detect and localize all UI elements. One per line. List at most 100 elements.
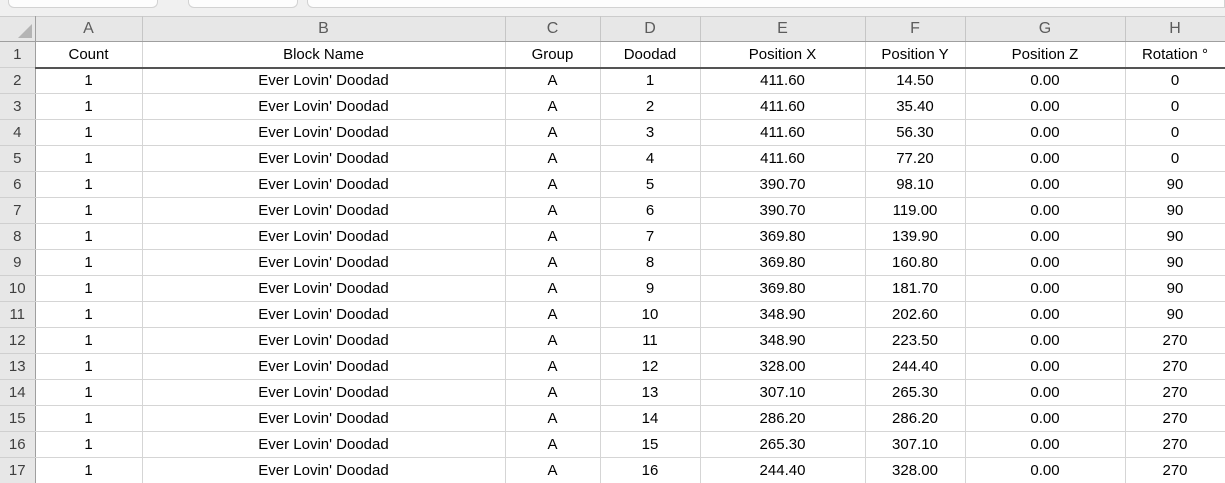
- column-header-e[interactable]: E: [700, 16, 866, 42]
- cell[interactable]: 9: [600, 275, 701, 302]
- cell[interactable]: 0.00: [965, 67, 1126, 94]
- cell-group-header[interactable]: Group: [505, 41, 601, 69]
- cell[interactable]: 369.80: [700, 249, 866, 276]
- cell[interactable]: 0: [1125, 67, 1225, 94]
- cell[interactable]: 15: [600, 431, 701, 458]
- cell[interactable]: 56.30: [865, 119, 966, 146]
- cell[interactable]: 1: [600, 67, 701, 94]
- cell[interactable]: 244.40: [865, 353, 966, 380]
- row-number[interactable]: 17: [0, 457, 36, 483]
- cell[interactable]: 1: [35, 379, 143, 406]
- cell[interactable]: 90: [1125, 275, 1225, 302]
- cell[interactable]: 265.30: [865, 379, 966, 406]
- cell-position-x-header[interactable]: Position X: [700, 41, 866, 69]
- cell[interactable]: 270: [1125, 405, 1225, 432]
- cell[interactable]: 411.60: [700, 119, 866, 146]
- cell[interactable]: Ever Lovin' Doodad: [142, 379, 506, 406]
- row-number[interactable]: 9: [0, 249, 36, 276]
- cell[interactable]: 1: [35, 145, 143, 172]
- cell[interactable]: 0.00: [965, 327, 1126, 354]
- cell[interactable]: Ever Lovin' Doodad: [142, 301, 506, 328]
- cell[interactable]: 119.00: [865, 197, 966, 224]
- cell[interactable]: 16: [600, 457, 701, 483]
- cell[interactable]: 6: [600, 197, 701, 224]
- cell[interactable]: 265.30: [700, 431, 866, 458]
- cell[interactable]: Ever Lovin' Doodad: [142, 119, 506, 146]
- column-header-c[interactable]: C: [505, 16, 601, 42]
- row-number[interactable]: 4: [0, 119, 36, 146]
- cell[interactable]: Ever Lovin' Doodad: [142, 171, 506, 198]
- cell[interactable]: 307.10: [865, 431, 966, 458]
- cell-block-name-header[interactable]: Block Name: [142, 41, 506, 69]
- row-number[interactable]: 14: [0, 379, 36, 406]
- cell[interactable]: 1: [35, 171, 143, 198]
- cell[interactable]: 7: [600, 223, 701, 250]
- cell[interactable]: 1: [35, 223, 143, 250]
- column-header-b[interactable]: B: [142, 16, 506, 42]
- cell-doodad-header[interactable]: Doodad: [600, 41, 701, 69]
- cell[interactable]: A: [505, 275, 601, 302]
- cell[interactable]: 390.70: [700, 171, 866, 198]
- row-number[interactable]: 12: [0, 327, 36, 354]
- cell[interactable]: A: [505, 431, 601, 458]
- row-number[interactable]: 3: [0, 93, 36, 120]
- cell[interactable]: 270: [1125, 379, 1225, 406]
- cell[interactable]: 0.00: [965, 119, 1126, 146]
- cell[interactable]: 270: [1125, 353, 1225, 380]
- column-header-d[interactable]: D: [600, 16, 701, 42]
- cell[interactable]: 0.00: [965, 93, 1126, 120]
- cell[interactable]: 90: [1125, 197, 1225, 224]
- cell[interactable]: A: [505, 145, 601, 172]
- cell[interactable]: 0.00: [965, 431, 1126, 458]
- cell[interactable]: Ever Lovin' Doodad: [142, 93, 506, 120]
- cell[interactable]: 0.00: [965, 223, 1126, 250]
- cell[interactable]: 90: [1125, 301, 1225, 328]
- row-number[interactable]: 5: [0, 145, 36, 172]
- cell[interactable]: 1: [35, 301, 143, 328]
- cell[interactable]: Ever Lovin' Doodad: [142, 145, 506, 172]
- row-number[interactable]: 6: [0, 171, 36, 198]
- cell[interactable]: 139.90: [865, 223, 966, 250]
- column-header-g[interactable]: G: [965, 16, 1126, 42]
- row-number[interactable]: 2: [0, 67, 36, 94]
- cell[interactable]: 0.00: [965, 171, 1126, 198]
- cell[interactable]: 0: [1125, 145, 1225, 172]
- cell[interactable]: 13: [600, 379, 701, 406]
- cell[interactable]: 11: [600, 327, 701, 354]
- cell[interactable]: 0.00: [965, 405, 1126, 432]
- cell[interactable]: 223.50: [865, 327, 966, 354]
- cell[interactable]: 0.00: [965, 249, 1126, 276]
- cell[interactable]: 1: [35, 249, 143, 276]
- cell[interactable]: 1: [35, 93, 143, 120]
- cell[interactable]: 10: [600, 301, 701, 328]
- cell[interactable]: Ever Lovin' Doodad: [142, 431, 506, 458]
- cell[interactable]: Ever Lovin' Doodad: [142, 223, 506, 250]
- row-number[interactable]: 13: [0, 353, 36, 380]
- cell[interactable]: A: [505, 67, 601, 94]
- cell[interactable]: A: [505, 301, 601, 328]
- cell[interactable]: 328.00: [700, 353, 866, 380]
- cell[interactable]: 369.80: [700, 223, 866, 250]
- row-number[interactable]: 16: [0, 431, 36, 458]
- cell[interactable]: A: [505, 119, 601, 146]
- cell[interactable]: Ever Lovin' Doodad: [142, 327, 506, 354]
- cell[interactable]: 0.00: [965, 197, 1126, 224]
- column-header-a[interactable]: A: [35, 16, 143, 42]
- cell[interactable]: 90: [1125, 223, 1225, 250]
- cell[interactable]: 1: [35, 405, 143, 432]
- row-number[interactable]: 8: [0, 223, 36, 250]
- cell[interactable]: 1: [35, 457, 143, 483]
- cell[interactable]: Ever Lovin' Doodad: [142, 275, 506, 302]
- cell[interactable]: A: [505, 249, 601, 276]
- cell[interactable]: 0: [1125, 93, 1225, 120]
- cell[interactable]: 411.60: [700, 93, 866, 120]
- cell[interactable]: Ever Lovin' Doodad: [142, 405, 506, 432]
- cell[interactable]: 14: [600, 405, 701, 432]
- cell[interactable]: A: [505, 197, 601, 224]
- cell[interactable]: 0.00: [965, 301, 1126, 328]
- cell[interactable]: 3: [600, 119, 701, 146]
- cell[interactable]: 1: [35, 431, 143, 458]
- cell[interactable]: 244.40: [700, 457, 866, 483]
- cell[interactable]: 0.00: [965, 275, 1126, 302]
- cell[interactable]: 307.10: [700, 379, 866, 406]
